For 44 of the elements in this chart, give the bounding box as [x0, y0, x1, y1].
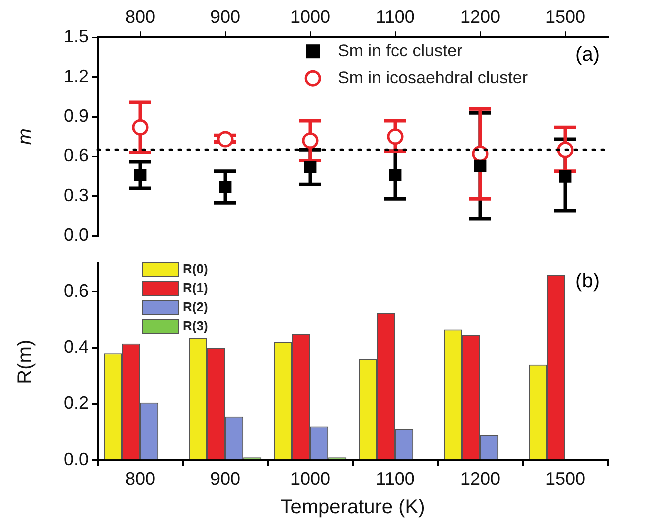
point	[134, 169, 147, 182]
y-tick-label: 0.6	[64, 280, 89, 301]
annotation: (b)	[576, 270, 600, 292]
x-axis-title: Temperature (K)	[280, 496, 426, 519]
x-tick-label: 1000	[290, 469, 331, 490]
y-tick-label: 0.0	[64, 225, 89, 246]
point	[302, 132, 319, 150]
point	[389, 169, 402, 182]
y-axis-title: m	[14, 128, 37, 146]
y-tick-label: 0.0	[64, 449, 89, 470]
y-tick-label: 1.2	[64, 66, 89, 86]
y-axis-title: R(m)	[14, 340, 37, 384]
legend-label: R(1)	[183, 280, 208, 296]
point	[559, 170, 572, 183]
x-tick-label: 1100	[376, 6, 415, 27]
x-tick-label: 900	[210, 6, 241, 27]
point	[557, 142, 574, 158]
y-tick-label: 1.5	[64, 26, 89, 47]
legend-label: Sm in icosaehdral cluster	[338, 68, 528, 88]
x-tick-label: 1000	[290, 6, 331, 27]
x-tick-label: 800	[125, 6, 156, 27]
legend-label: R(2)	[183, 299, 208, 314]
y-tick-label: 0.3	[64, 185, 89, 206]
point	[217, 131, 234, 148]
y-tick-label: 0.2	[64, 393, 89, 414]
point	[304, 161, 317, 174]
x-tick-label: 1200	[460, 469, 501, 490]
x-tick-label: 1500	[545, 6, 586, 27]
x-tick-label: 1100	[376, 469, 415, 490]
x-tick-label: 800	[125, 469, 156, 490]
x-tick-label: 1500	[545, 469, 586, 490]
y-tick-label: 0.6	[64, 146, 89, 166]
legend-label: Sm in fcc cluster	[338, 41, 464, 60]
legend-label: R(0)	[183, 261, 208, 276]
point	[474, 160, 487, 172]
point	[132, 119, 149, 136]
y-tick-label: 0.4	[64, 337, 89, 358]
point	[387, 128, 404, 146]
x-tick-label: 900	[210, 469, 241, 490]
x-tick-label: 1200	[460, 6, 501, 27]
annotation: (a)	[576, 44, 600, 66]
y-tick-label: 0.9	[64, 106, 89, 126]
point	[219, 181, 232, 194]
legend-label: R(3)	[183, 318, 208, 334]
